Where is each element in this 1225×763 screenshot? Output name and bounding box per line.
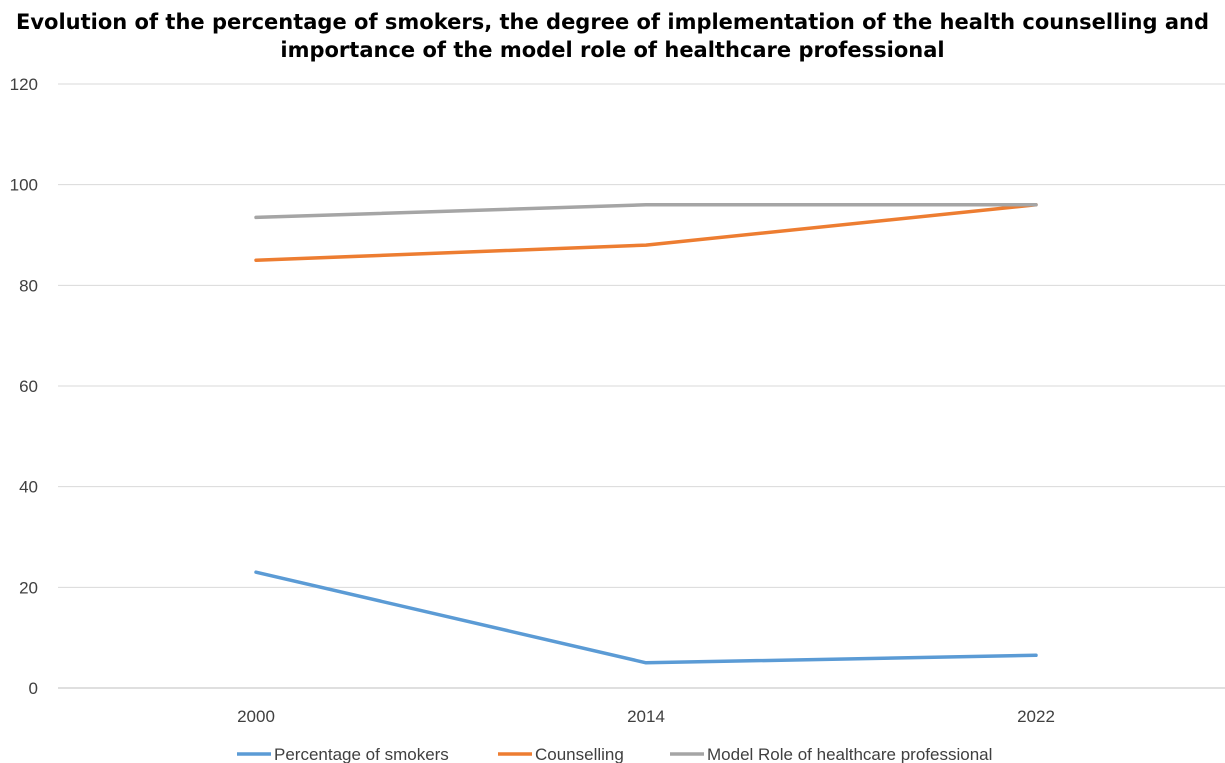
series-line-counselling [254,203,1038,262]
gridlines [58,83,1225,588]
y-tick-label-0: 0 [29,679,38,698]
y-tick-label-20: 20 [19,578,38,597]
legend-label-percentage-of-smokers: Percentage of smokers [274,745,449,763]
axes: 0 20 40 60 80 100 120 2000 2014 2022 [10,75,1225,726]
y-tick-label-100: 100 [10,176,38,195]
y-tick-label-120: 120 [10,75,38,94]
y-tick-label-40: 40 [19,478,38,497]
legend-label-model-role-of-healthcare-professional: Model Role of healthcare professional [707,745,992,763]
legend-label-counselling: Counselling [535,745,624,763]
x-tick-label-2014: 2014 [627,707,665,726]
series-line-percentage-of-smokers [254,570,1038,665]
series-lines [254,203,1038,665]
x-tick-label-2022: 2022 [1017,707,1055,726]
y-tick-label-80: 80 [19,276,38,295]
chart-title-line-1: Evolution of the percentage of smokers, … [16,10,1209,34]
chart-title-line-2: importance of the model role of healthca… [280,38,945,62]
chart-title: Evolution of the percentage of smokers, … [0,8,1225,64]
legend: Percentage of smokers Counselling Model Ro… [237,745,992,763]
y-tick-label-60: 60 [19,377,38,396]
series-line-model-role-of-healthcare-professional [254,203,1038,220]
x-tick-label-2000: 2000 [237,707,275,726]
